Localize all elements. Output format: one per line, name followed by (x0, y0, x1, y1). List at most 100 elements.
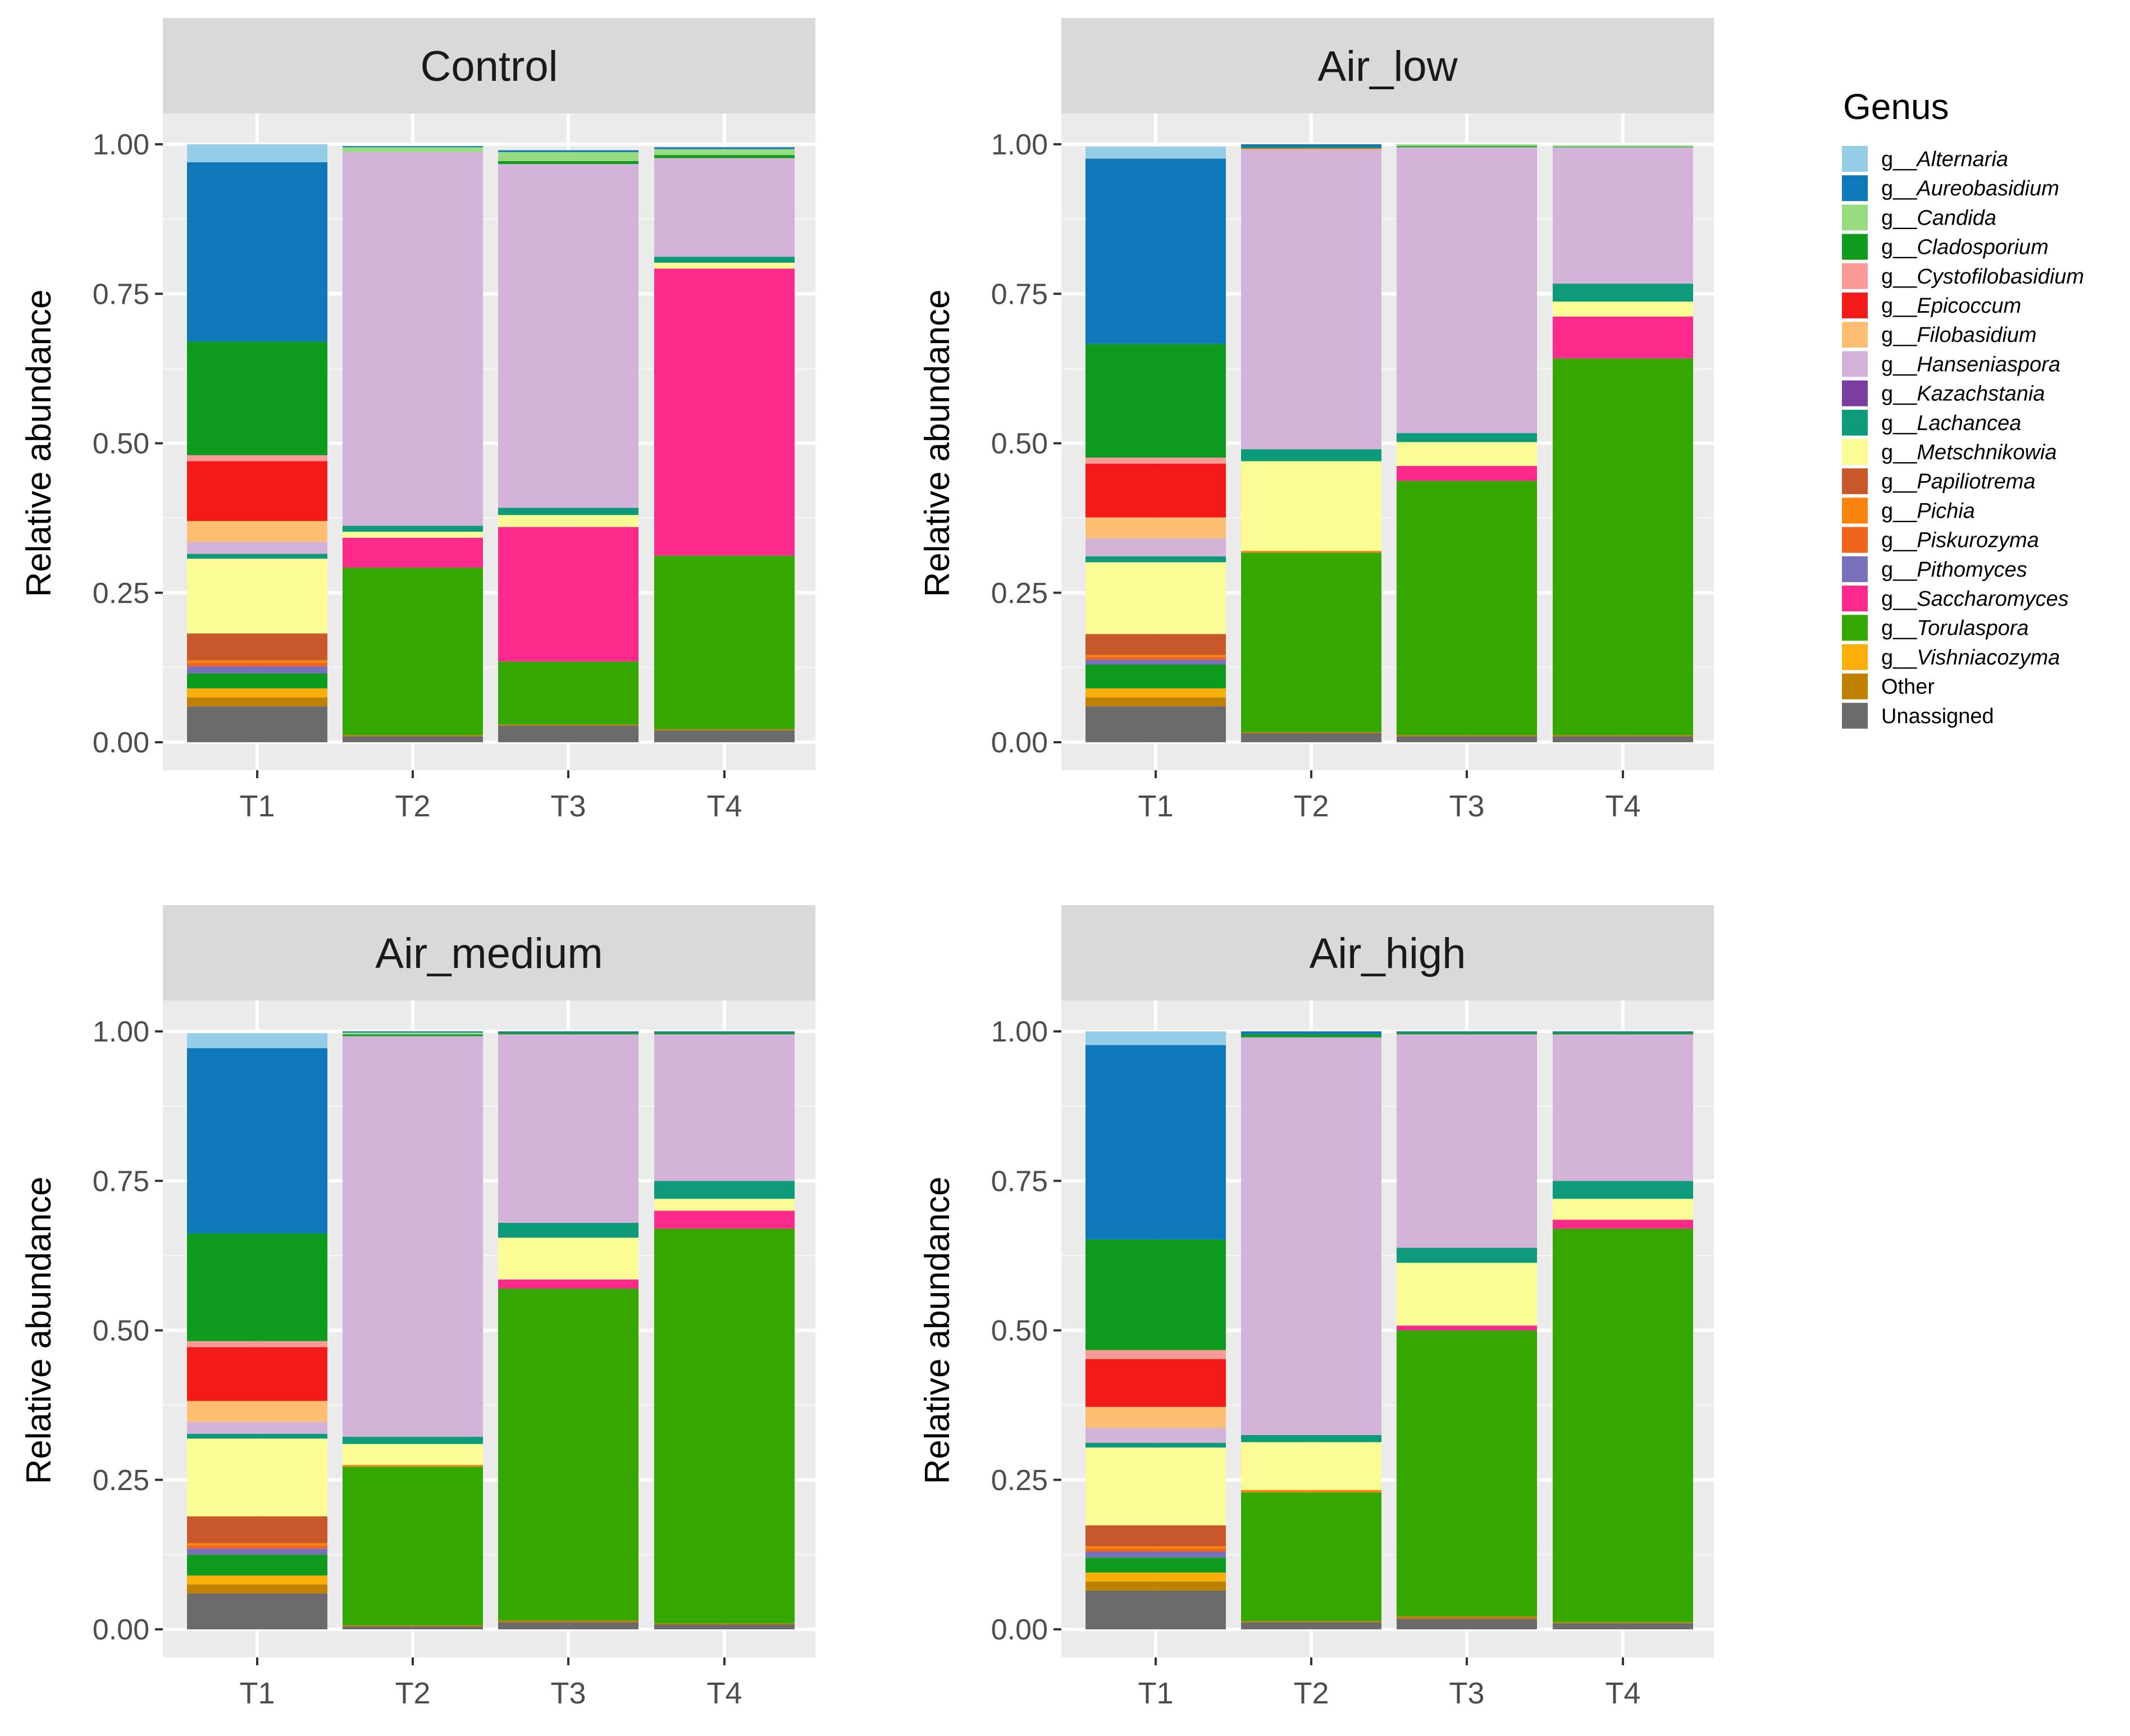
bar-segment-t1-hanseniaspora (187, 1422, 327, 1434)
y-tick-label: 0.50 (991, 428, 1048, 460)
x-tick-label: T4 (706, 789, 742, 823)
legend-label: Other (1881, 675, 1935, 699)
bar-segment-t2-hanseniaspora (1241, 1037, 1381, 1435)
legend-label: g__Hanseniaspora (1881, 353, 2060, 376)
bar-segment-t4-unassigned (1553, 1623, 1693, 1629)
bar-segment-t1-papiliotrema (1085, 1525, 1226, 1546)
bar-segment-t4-candida (654, 149, 795, 156)
bar-segment-t1-pichia (187, 1543, 327, 1546)
bar-segment-t2-torulaspora (1241, 1492, 1381, 1621)
bar-segment-t3-saccharomyces (1397, 465, 1537, 481)
bar-segment-t1-cladosporium (187, 341, 327, 455)
legend-key-hanseniaspora (1842, 351, 1868, 377)
bar-segment-t4-other (654, 1623, 795, 1625)
bar-segment-t4-other (654, 729, 795, 730)
bar-segment-t1-cystofilobasidium (1085, 1350, 1226, 1359)
bar-segment-t1-lachancea (1085, 556, 1226, 563)
legend-label: g__Candida (1881, 206, 1996, 230)
bar-segment-t2-torulaspora (343, 568, 483, 735)
bar-segment-t3-metschnikowia (498, 515, 638, 527)
facet-panel-air-medium: Air_medium 0.00 0.25 0.50 0.75 1.00 Relative a… (20, 905, 815, 1710)
bar-segment-t2-cladosporium (1241, 1034, 1381, 1038)
bar-segment-t1-other (1085, 1581, 1226, 1591)
bar-segment-t2-torulaspora (1241, 552, 1381, 732)
y-tick-label: 1.00 (93, 129, 149, 161)
bar-segment-t3-cladosporium (498, 1033, 638, 1035)
y-tick-label: 1.00 (991, 129, 1048, 161)
bar-segment-t1-epicoccum (187, 461, 327, 521)
y-tick-label: 0.75 (93, 278, 149, 310)
bar-segment-t4-metschnikowia (654, 262, 795, 269)
y-tick-label: 1.00 (991, 1016, 1048, 1048)
bar-segment-t1-vishniacozyma (1085, 688, 1226, 698)
x-tick-label: T2 (1293, 789, 1329, 823)
bar-segment-t2-unassigned (1241, 733, 1381, 742)
bar-segment-t1-cystofilobasidium (187, 455, 327, 462)
bar-segment-t4-aureobasidium (654, 1031, 795, 1033)
legend-key-lachancea (1842, 409, 1868, 436)
bar-segment-t3-torulaspora (498, 661, 638, 725)
bar-segment-t3-cladosporium (1397, 146, 1537, 148)
bar-segment-t3-unassigned (1397, 736, 1537, 742)
bar-segment-t3-hanseniaspora (1397, 1034, 1537, 1248)
bar-segment-t1-filobasidium (187, 520, 327, 542)
bar-segment-t1-metschnikowia (187, 559, 327, 634)
x-tick-label: T3 (550, 1676, 586, 1710)
bar-segment-t2-pichia (1241, 1490, 1381, 1493)
bar-segment-t4-hanseniaspora (1553, 147, 1693, 284)
y-tick-label: 0.75 (991, 278, 1048, 310)
bar-segment-t4-metschnikowia (1553, 301, 1693, 317)
bar-segment-t2-other (1241, 1621, 1381, 1623)
bar-segment-t1-metschnikowia (187, 1438, 327, 1516)
facet-strip-title: Air_low (1317, 43, 1458, 90)
bar-segment-t1-pithomyces (1085, 660, 1226, 665)
bar-segment-t4-hanseniaspora (654, 158, 795, 257)
bar-segment-t2-aureobasidium (1241, 144, 1381, 148)
bar-segment-t1-piskurozyma (1085, 656, 1226, 660)
bar-segment-t1-epicoccum (1085, 463, 1226, 518)
bar-segment-t1-aureobasidium (187, 162, 327, 342)
legend-key-vishniacozyma (1842, 644, 1868, 670)
legend-label: g__Piskurozyma (1881, 529, 2039, 552)
bar-segment-t1-other (1085, 697, 1226, 707)
bar-segment-t2-saccharomyces (343, 537, 483, 568)
bar-segment-t1-hanseniaspora (187, 542, 327, 554)
bar-segment-t1-vishniacozyma (187, 688, 327, 698)
y-tick-label: 0.50 (93, 428, 149, 460)
bar-segment-t2-lachancea (1241, 449, 1381, 462)
legend-key-aureobasidium (1842, 175, 1868, 202)
bar-segment-t3-aureobasidium (1397, 1031, 1537, 1033)
bar-segment-t2-hanseniaspora (343, 1036, 483, 1437)
bar-segment-t1-cladosporium (1085, 1557, 1226, 1573)
bar-segment-t3-torulaspora (1397, 1330, 1537, 1616)
bar-segment-t4-aureobasidium (1553, 1031, 1693, 1033)
y-axis-label: Relative abundance (918, 289, 957, 597)
bar-segment-t3-aureobasidium (498, 1031, 638, 1033)
bar-segment-t3-hanseniaspora (498, 164, 638, 508)
legend-label: Unassigned (1881, 705, 1994, 728)
bar-segment-t1-papiliotrema (1085, 634, 1226, 655)
bar-segment-t1-lachancea (187, 554, 327, 559)
bar-segment-t2-lachancea (1241, 1435, 1381, 1442)
facet-panel-control: Control 0.00 0.25 0.50 0.75 1.00 Relative abun… (20, 18, 815, 823)
y-tick-label: 0.25 (991, 577, 1048, 610)
legend-label: g__Pithomyces (1881, 558, 2027, 582)
bar-segment-t2-candida (343, 1033, 483, 1035)
bar-segment-t1-lachancea (1085, 1442, 1226, 1448)
bar-segment-t4-metschnikowia (654, 1199, 795, 1211)
bar-segment-t1-alternaria (187, 144, 327, 162)
legend-label: g__Metschnikowia (1881, 441, 2057, 464)
legend-title: Genus (1843, 86, 1949, 127)
bar-segment-t1-aureobasidium (187, 1048, 327, 1234)
bar-segment-t4-saccharomyces (654, 268, 795, 556)
bar-segment-t3-metschnikowia (1397, 442, 1537, 466)
bar-segment-t3-hanseniaspora (1397, 147, 1537, 433)
y-tick-label: 0.50 (991, 1315, 1048, 1347)
legend-key-papiliotrema (1842, 468, 1868, 495)
bar-segment-t1-pithomyces (187, 1548, 327, 1555)
bar-segment-t4-torulaspora (1553, 358, 1693, 735)
bar-segment-t4-lachancea (654, 1181, 795, 1199)
y-tick-label: 0.00 (93, 1614, 149, 1646)
bar-segment-t3-saccharomyces (1397, 1325, 1537, 1331)
legend-key-kazachstania (1842, 380, 1868, 406)
